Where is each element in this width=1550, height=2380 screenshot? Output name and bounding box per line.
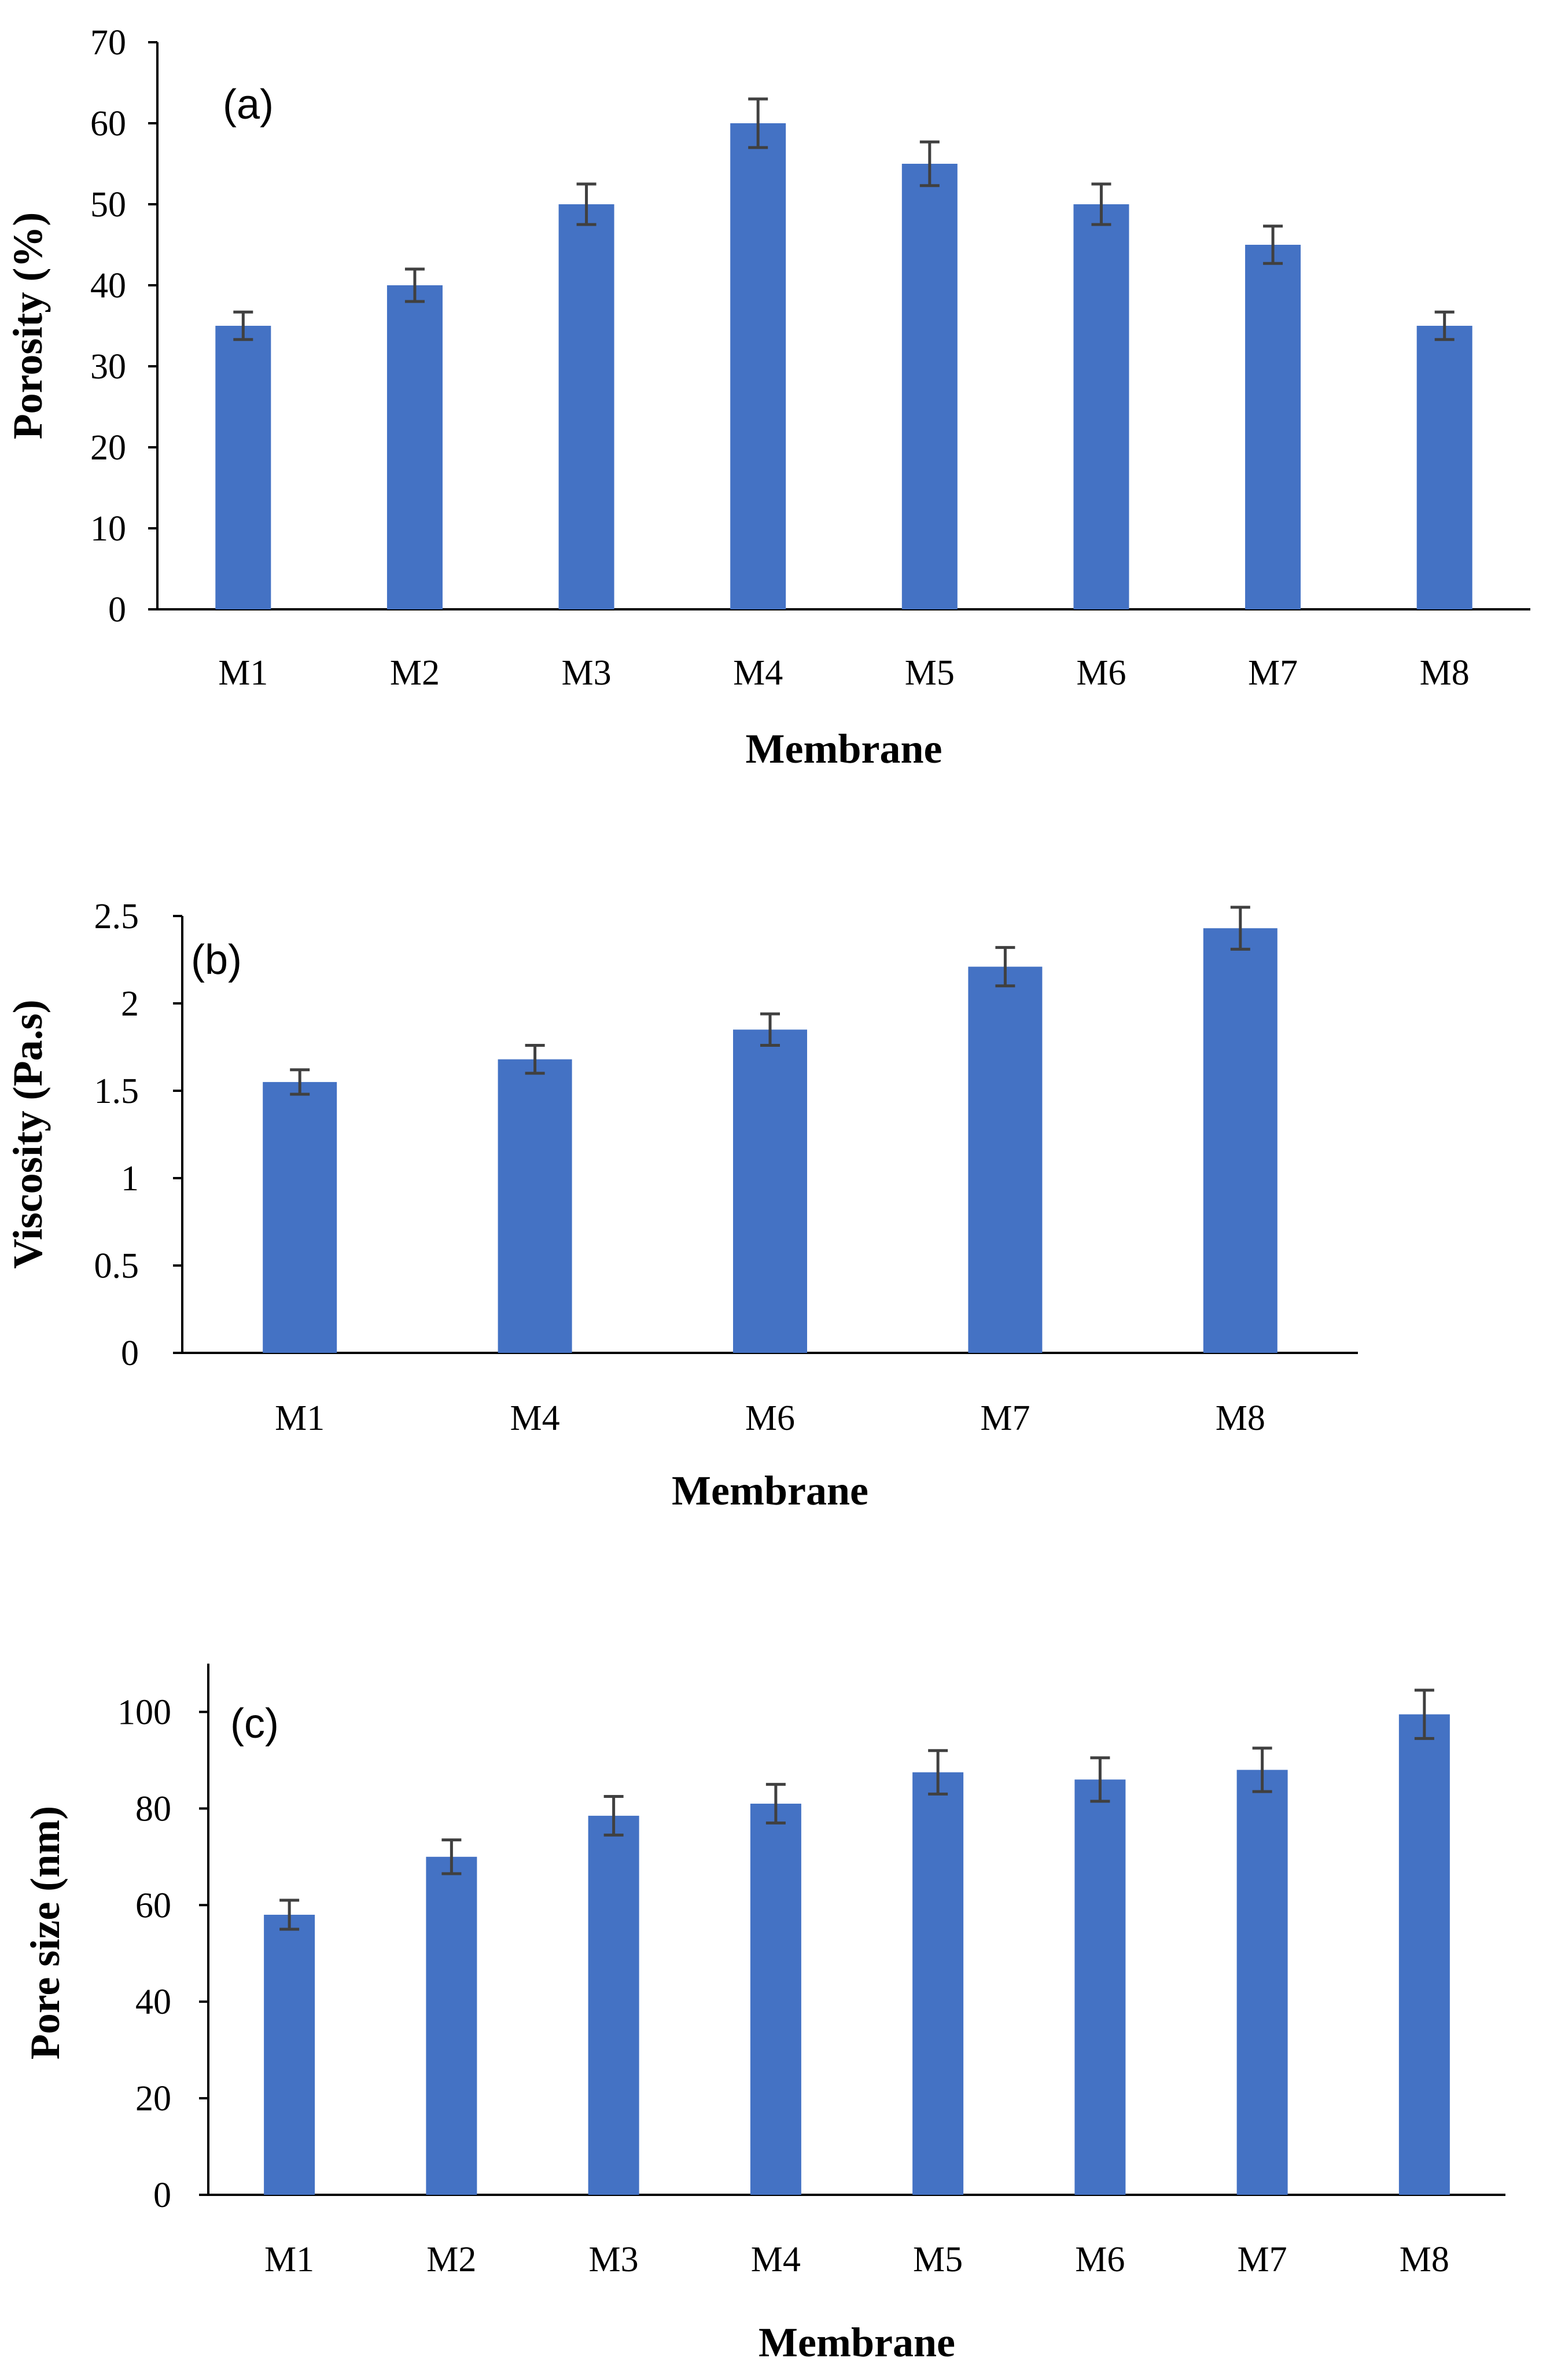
bar-m1 — [264, 1914, 315, 2195]
x-axis-title: Membrane — [672, 1467, 868, 1514]
y-tick-label: 1 — [121, 1159, 139, 1198]
bar-m3 — [588, 1815, 639, 2195]
bar-m8 — [1416, 326, 1472, 609]
y-tick-label: 60 — [135, 1886, 171, 1925]
x-tick-label-m6: M6 — [745, 1399, 795, 1438]
y-axis-title: Viscosity (Pa.s) — [5, 999, 51, 1268]
y-tick-label: 0 — [153, 2176, 171, 2215]
x-tick-label-m6: M6 — [1076, 653, 1126, 693]
y-tick-label: 10 — [90, 509, 126, 549]
x-tick-label-m7: M7 — [1248, 653, 1298, 693]
y-tick-label: 70 — [90, 23, 126, 62]
y-axis-title: Pore size (nm) — [22, 1806, 68, 2060]
bar-m5 — [901, 164, 958, 609]
panel-a: 0 10 20 30 40 50 60 70 M1 M2 M3 M4 M5 M6 M7 M8 Membrane P… — [5, 23, 1530, 772]
bar-m7 — [1245, 245, 1301, 609]
bar-m7 — [1236, 1770, 1288, 2195]
y-tick-label: 20 — [135, 2079, 171, 2118]
x-tick-label-m1: M1 — [218, 653, 268, 693]
bar-m1 — [215, 326, 271, 609]
x-tick-label-m4: M4 — [510, 1399, 560, 1438]
x-tick-label-m7: M7 — [980, 1399, 1030, 1438]
bar-m3 — [558, 204, 614, 609]
y-tick-label: 0 — [121, 1334, 139, 1373]
panel-label: (b) — [191, 937, 242, 983]
x-tick-label-m4: M4 — [733, 653, 783, 693]
bar-m4 — [750, 1804, 801, 2195]
bar-m7 — [968, 966, 1043, 1353]
y-tick-label: 100 — [117, 1693, 171, 1732]
x-axis-title: Membrane — [759, 2319, 955, 2366]
x-tick-label-m3: M3 — [589, 2240, 639, 2279]
y-tick-label: 0 — [108, 590, 126, 630]
x-tick-label-m6: M6 — [1075, 2240, 1125, 2279]
x-tick-label-m2: M2 — [390, 653, 440, 693]
y-tick-label: 2 — [121, 984, 139, 1024]
y-tick-label: 2.5 — [94, 897, 139, 936]
x-tick-label-m5: M5 — [905, 653, 955, 693]
x-tick-label-m3: M3 — [561, 653, 611, 693]
y-tick-label: 20 — [90, 428, 126, 468]
y-tick-label: 60 — [90, 104, 126, 144]
bar-m5 — [912, 1772, 964, 2195]
y-tick-label: 40 — [135, 1982, 171, 2022]
y-tick-label: 80 — [135, 1789, 171, 1829]
x-tick-label-m4: M4 — [751, 2240, 801, 2279]
bar-m6 — [1074, 1779, 1126, 2195]
bar-m6 — [1073, 204, 1129, 609]
x-tick-label-m2: M2 — [426, 2240, 476, 2279]
bar-m2 — [386, 285, 443, 609]
panel-c: 0 20 40 60 80 100 M1 M2 M3 M4 M5 M6 M7 M8 Membrane Pore… — [22, 1664, 1505, 2366]
bar-m8 — [1398, 1714, 1450, 2195]
y-tick-label: 0.5 — [94, 1246, 139, 1286]
panel-label: (c) — [230, 1701, 279, 1747]
x-tick-label-m8: M8 — [1420, 653, 1470, 693]
y-tick-label: 50 — [90, 185, 126, 225]
bar-m6 — [733, 1029, 807, 1353]
y-axis-title: Porosity (%) — [5, 212, 51, 440]
y-tick-label: 40 — [90, 266, 126, 306]
panel-b: 0 0.5 1 1.5 2 2.5 M1 M4 M6 M7 M8 Membrane Viscosity … — [5, 897, 1358, 1514]
x-tick-label-m1: M1 — [275, 1399, 325, 1438]
x-tick-label-m7: M7 — [1238, 2240, 1287, 2279]
bar-m4 — [498, 1059, 572, 1353]
bar-m8 — [1203, 928, 1277, 1353]
y-tick-label: 1.5 — [94, 1072, 139, 1111]
x-tick-label-m1: M1 — [264, 2240, 314, 2279]
x-tick-label-m8: M8 — [1400, 2240, 1449, 2279]
x-axis-title: Membrane — [746, 726, 942, 772]
bar-m4 — [730, 123, 786, 609]
bar-m2 — [426, 1856, 477, 2195]
bar-m1 — [263, 1082, 337, 1353]
x-tick-label-m5: M5 — [913, 2240, 963, 2279]
x-tick-label-m8: M8 — [1216, 1399, 1265, 1438]
panel-label: (a) — [223, 82, 274, 128]
y-tick-label: 30 — [90, 347, 126, 387]
